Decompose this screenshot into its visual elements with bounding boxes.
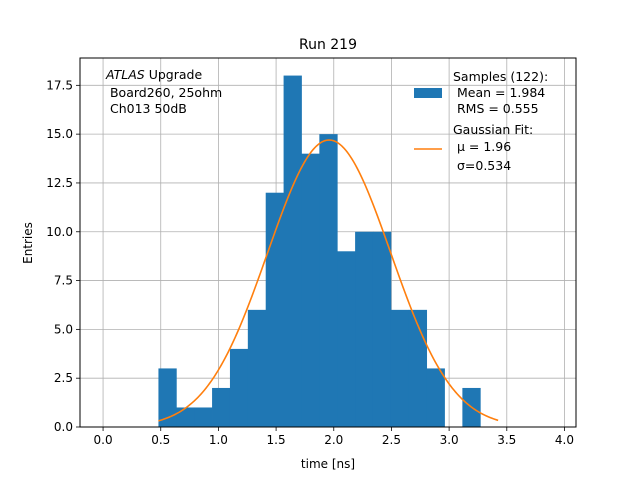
histogram-bar-9 [319, 134, 338, 427]
x-tick-label-8: 4.0 [555, 433, 574, 447]
y-axis-label: Entries [21, 222, 35, 264]
histogram-bar-8 [301, 153, 320, 427]
histogram-bar-12 [372, 231, 392, 427]
legend-fit-label: Gaussian Fit: [453, 122, 533, 137]
y-tick-label-2: 5.0 [54, 322, 73, 336]
histogram-bar-2 [194, 407, 213, 427]
plot-frame [79, 57, 577, 428]
histogram-bar-1 [176, 407, 195, 427]
x-axis-label: time [ns] [301, 457, 355, 471]
annotation-atlas: ATLAS [105, 67, 145, 82]
annotation: ATLAS Upgrade Board260, 25ohm Ch013 50dB [105, 67, 222, 116]
histogram-bar-10 [337, 251, 356, 427]
annotation-upgrade: Upgrade [145, 67, 203, 82]
chart-title: Run 219 [299, 37, 357, 53]
x-tick-label-1: 0.5 [151, 433, 170, 447]
histogram-bars [158, 75, 481, 428]
histogram-bar-13 [390, 309, 410, 427]
x-tick-label-6: 3.0 [440, 433, 459, 447]
annotation-line-3: Ch013 50dB [106, 101, 187, 116]
x-axis-ticks: 0.0 0.5 1.0 1.5 2.0 2.5 3.0 3.5 4.0 [94, 427, 574, 447]
legend-samples-label: Samples (122): [453, 69, 548, 84]
annotation-line-1: ATLAS Upgrade [105, 67, 202, 82]
histogram-bar-6 [265, 192, 284, 427]
x-tick-label-4: 2.0 [324, 433, 343, 447]
histogram-bar-7 [283, 75, 302, 428]
gaussian-fit-curve [158, 139, 499, 422]
x-tick-label-7: 3.5 [497, 433, 516, 447]
y-tick-label-4: 10.0 [46, 225, 73, 239]
histogram-bar-0 [158, 368, 177, 427]
y-axis-ticks: 0.0 2.5 5.0 7.5 10.0 12.5 15.0 17.5 [46, 78, 80, 434]
x-tick-label-0: 0.0 [94, 433, 113, 447]
y-tick-label-5: 12.5 [46, 176, 73, 190]
legend-mu-label: μ = 1.96 [453, 139, 511, 154]
histogram-bar-14 [408, 309, 428, 427]
x-tick-label-3: 1.5 [267, 433, 286, 447]
histogram-bar-3 [212, 387, 231, 427]
legend: Samples (122): Mean = 1.984 RMS = 0.555 … [414, 69, 548, 173]
x-tick-label-2: 1.0 [209, 433, 228, 447]
x-tick-label-5: 2.5 [382, 433, 401, 447]
legend-mean-label: Mean = 1.984 [453, 85, 545, 100]
histogram-bar-15 [426, 368, 445, 427]
y-tick-label-7: 17.5 [46, 78, 73, 92]
legend-sigma-label: σ=0.534 [453, 158, 511, 173]
y-tick-label-6: 15.0 [46, 127, 73, 141]
annotation-line-2: Board260, 25ohm [106, 85, 222, 100]
y-tick-label-3: 7.5 [54, 274, 73, 288]
histogram-bar-5 [247, 309, 267, 427]
y-tick-label-0: 0.0 [54, 420, 73, 434]
y-tick-label-1: 2.5 [54, 371, 73, 385]
histogram-bar-11 [355, 231, 374, 427]
legend-histogram-swatch [414, 88, 442, 98]
histogram-bar-4 [229, 348, 249, 427]
legend-rms-label: RMS = 0.555 [453, 101, 539, 116]
